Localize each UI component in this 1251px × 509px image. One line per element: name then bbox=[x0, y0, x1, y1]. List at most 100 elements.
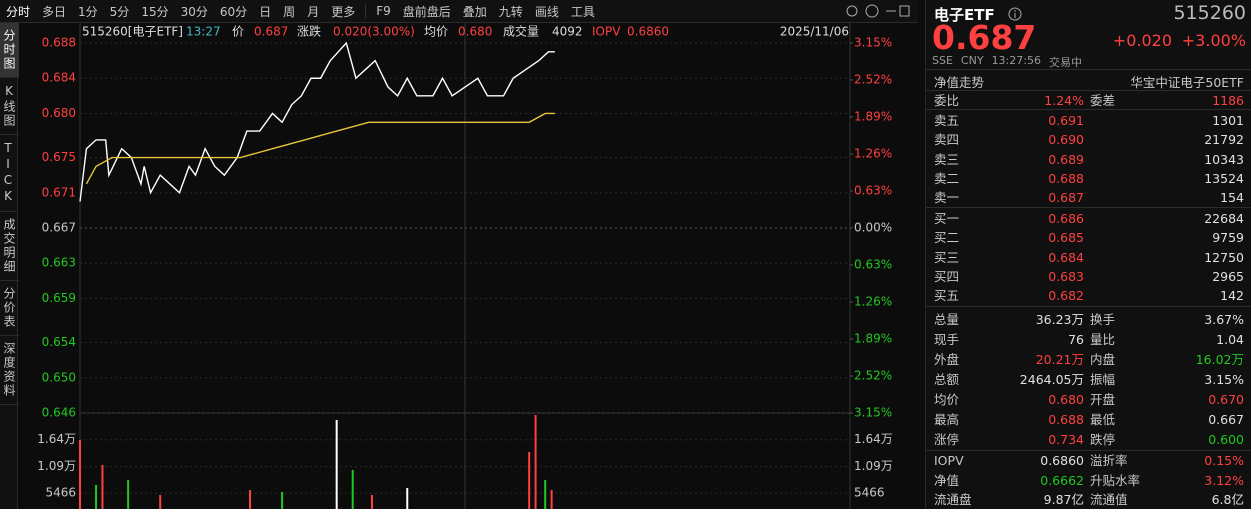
quote-label: 买四 bbox=[934, 268, 960, 284]
quote-label: 外盘 bbox=[934, 352, 960, 367]
quote-label: 最高 bbox=[934, 412, 960, 427]
period-tab[interactable]: 多日 bbox=[42, 4, 67, 19]
vol-tick-label: 1.09万 bbox=[37, 459, 76, 473]
volume-bar bbox=[534, 415, 537, 509]
divider bbox=[926, 109, 1251, 110]
quote-volume: 154 bbox=[1220, 190, 1244, 206]
quote-label2: 最低 bbox=[1090, 412, 1116, 427]
period-tab[interactable]: 30分 bbox=[180, 4, 208, 19]
quote-label: 均价 bbox=[934, 392, 960, 407]
quote-price: 0.684 bbox=[1048, 249, 1084, 265]
vol-tick-label: 1.64万 bbox=[37, 432, 76, 446]
side-tab[interactable]: K线图 bbox=[0, 78, 19, 135]
quote-value2: 0.600 bbox=[1208, 432, 1244, 447]
vol-tick-label: 5466 bbox=[45, 486, 76, 500]
quote-row: 净值 0.6662 升贴水率 3.12% bbox=[926, 471, 1251, 490]
quote-row: IOPV 0.6860 溢折率 0.15% bbox=[926, 451, 1251, 470]
y-tick-label: 0.650 bbox=[42, 370, 76, 384]
quote-row: 外盘 20.21万 内盘 16.02万 bbox=[926, 350, 1251, 369]
y2-tick-label: 0.63% bbox=[854, 184, 892, 198]
quote-value2: 0.670 bbox=[1208, 392, 1244, 407]
tool-button[interactable]: 九转 bbox=[498, 4, 523, 19]
quote-row: 现手 76 量比 1.04 bbox=[926, 330, 1251, 349]
info-icon[interactable] bbox=[1008, 7, 1022, 21]
quote-row: 买五 0.682 142 bbox=[926, 286, 1251, 305]
meta: SSE CNY 13:27:56 交易中 bbox=[932, 54, 1082, 70]
period-tab[interactable]: 5分 bbox=[109, 4, 130, 19]
quote-row: 均价 0.680 开盘 0.670 bbox=[926, 390, 1251, 409]
quote-volume: 22684 bbox=[1204, 211, 1244, 226]
volume-bar bbox=[127, 480, 130, 509]
quote-label2: 委差 bbox=[1090, 93, 1116, 108]
meta-item: 交易中 bbox=[1048, 56, 1082, 69]
quote-label: 总量 bbox=[934, 312, 960, 327]
quote-value2: 0.667 bbox=[1208, 412, 1244, 427]
divider bbox=[926, 306, 1251, 307]
quote-label2: 升贴水率 bbox=[1090, 472, 1141, 488]
quote-row: 卖三 0.689 10343 bbox=[926, 150, 1251, 169]
side-tab[interactable]: TICK bbox=[0, 135, 16, 212]
quote-panel: 电子ETF 515260 0.687 +0.020 +3.00% SSE CNY 1… bbox=[925, 0, 1251, 509]
side-tab[interactable]: 成交明细 bbox=[0, 212, 19, 281]
tool-button[interactable]: 叠加 bbox=[462, 4, 487, 19]
quote-volume: 2965 bbox=[1212, 268, 1244, 284]
y-tick-label: 0.659 bbox=[42, 291, 76, 305]
y-tick-label: 0.663 bbox=[42, 256, 76, 270]
quote-volume: 21792 bbox=[1204, 132, 1244, 148]
period-tab[interactable]: 1分 bbox=[78, 4, 98, 19]
divider bbox=[926, 450, 1251, 451]
side-tabs: 分时图 K线图 TICK 成交明细 分价表 深度资料 bbox=[0, 23, 19, 509]
y-tick-label: 0.671 bbox=[42, 185, 76, 199]
volume-bar bbox=[95, 485, 98, 509]
tool-button[interactable]: 盘前盘后 bbox=[402, 4, 451, 19]
tool-button[interactable]: F9 bbox=[376, 4, 391, 18]
period-tab[interactable]: 日 bbox=[259, 4, 272, 19]
quote-label: 总额 bbox=[934, 372, 960, 387]
toolbar: 分时 多日 1分 5分 15分 30分 60分日周月更多 F9 盘前盘后 叠加 九转 画线 工具 bbox=[0, 0, 918, 23]
quote-row: 委比 1.24% 委差 1186 bbox=[926, 91, 1251, 110]
side-tab[interactable]: 分时图 bbox=[0, 23, 19, 78]
divider bbox=[926, 90, 1251, 91]
nav-trend[interactable]: 净值走势 bbox=[934, 75, 985, 90]
quote-value2: 3.67% bbox=[1204, 312, 1244, 327]
quote-value: 0.6860 bbox=[1040, 453, 1084, 468]
period-tab[interactable]: 分时 bbox=[6, 4, 31, 19]
quote-row: 流通盘 9.87亿 流通值 6.8亿 bbox=[926, 490, 1251, 509]
quote-row: 涨停 0.734 跌停 0.600 bbox=[926, 430, 1251, 449]
quote-price: 0.687 bbox=[1048, 190, 1084, 206]
info-volume-label: 成交量 bbox=[503, 24, 539, 39]
y-tick-label: 0.675 bbox=[42, 150, 76, 164]
quote-price: 0.685 bbox=[1048, 230, 1084, 246]
quote-value: 2464.05万 bbox=[1019, 372, 1084, 387]
fund-code: 515260 bbox=[1173, 2, 1246, 24]
price-line bbox=[79, 41, 555, 202]
quote-label: 流通盘 bbox=[934, 492, 972, 507]
quote-price: 0.690 bbox=[1048, 132, 1084, 148]
quote-value2: 3.15% bbox=[1204, 372, 1244, 387]
tool-button[interactable]: 工具 bbox=[570, 4, 595, 19]
quote-label2: 内盘 bbox=[1090, 352, 1116, 367]
period-tab[interactable]: 15分 bbox=[141, 4, 169, 19]
period-tab[interactable]: 60分 bbox=[219, 4, 248, 19]
meta-item: 13:27:56 bbox=[991, 54, 1041, 67]
tool-button[interactable]: 画线 bbox=[534, 4, 559, 19]
y2-tick-label: 0.63% bbox=[854, 258, 892, 272]
side-tab[interactable]: 深度资料 bbox=[0, 336, 19, 405]
volume-bar bbox=[281, 492, 284, 509]
period-tab[interactable]: 周 bbox=[283, 4, 296, 19]
toolbar-icons[interactable] bbox=[844, 3, 910, 19]
quote-row: 买四 0.683 2965 bbox=[926, 267, 1251, 286]
info-price-label: 价 bbox=[232, 25, 244, 39]
y2-tick-label: 1.26% bbox=[854, 295, 892, 309]
quote-price: 0.691 bbox=[1048, 113, 1084, 128]
quote-label2: 振幅 bbox=[1090, 372, 1116, 387]
period-tab[interactable]: 更多 bbox=[331, 4, 356, 19]
quote-value: 36.23万 bbox=[1035, 312, 1084, 327]
y2-tick-label: 3.15% bbox=[854, 406, 892, 420]
period-tab[interactable]: 月 bbox=[307, 4, 320, 19]
side-tab[interactable]: 分价表 bbox=[0, 281, 19, 336]
quote-value: 0.734 bbox=[1048, 432, 1084, 447]
quote-label2: 开盘 bbox=[1090, 392, 1116, 407]
meta-item: CNY bbox=[960, 54, 984, 67]
volume-bar bbox=[351, 469, 354, 509]
